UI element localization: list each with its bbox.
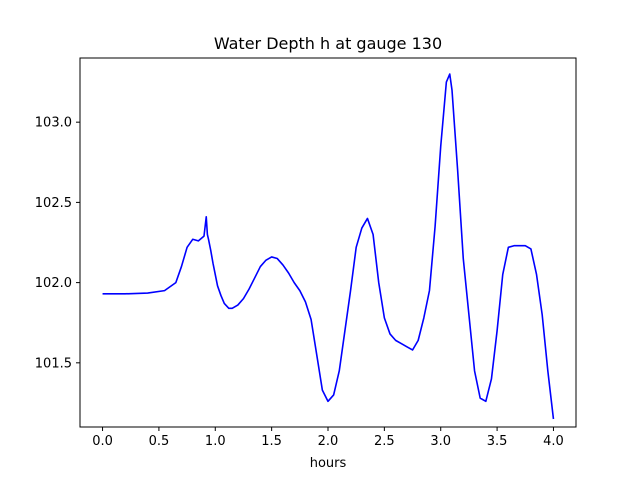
x-tick-label: 1.0 [205, 434, 226, 449]
x-tick-label: 3.0 [430, 434, 451, 449]
x-tick-label: 3.5 [487, 434, 508, 449]
chart-title: Water Depth h at gauge 130 [214, 34, 442, 53]
y-axis-ticks: 101.5 102.0 102.5 103.0 [35, 116, 80, 371]
x-tick-label: 2.0 [318, 434, 339, 449]
y-tick-label: 102.0 [35, 276, 72, 291]
x-tick-label: 4.0 [543, 434, 564, 449]
x-tick-label: 0.5 [149, 434, 170, 449]
x-axis-label: hours [310, 456, 347, 471]
series-line-0 [102, 73, 555, 420]
y-tick-label: 101.5 [35, 356, 72, 371]
x-axis-ticks: 0.0 0.5 1.0 1.5 2.0 2.5 3.0 3.5 4.0 [92, 427, 564, 449]
plot-frame [79, 57, 577, 428]
x-tick-label: 0.0 [92, 434, 113, 449]
y-tick-label: 103.0 [35, 116, 72, 131]
y-tick-label: 102.5 [35, 196, 72, 211]
x-tick-label: 1.5 [261, 434, 282, 449]
series-layer [102, 73, 555, 420]
x-tick-label: 2.5 [374, 434, 395, 449]
